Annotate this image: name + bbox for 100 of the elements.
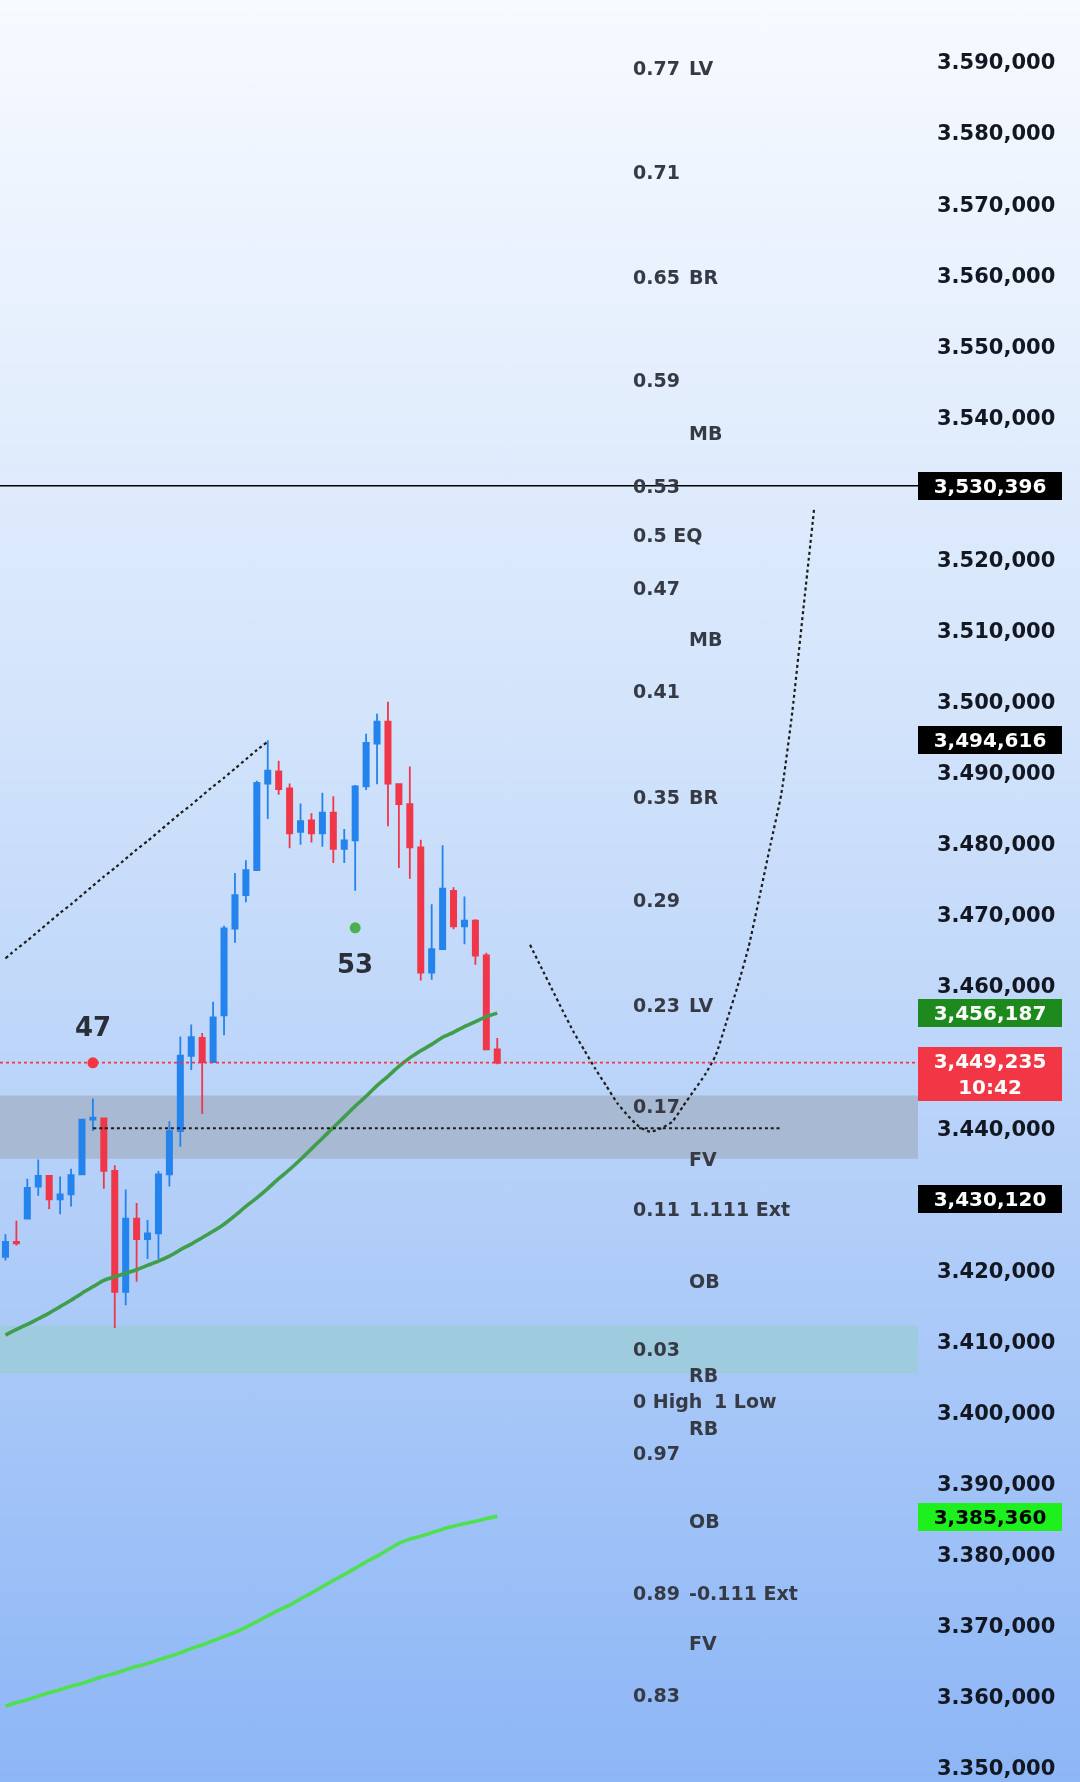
candlestick	[154, 1170, 162, 1260]
candlestick	[471, 918, 479, 966]
line-series	[3, 1514, 500, 1708]
y-tick-label: 3.460,000	[937, 974, 1056, 999]
candlestick	[187, 1023, 195, 1071]
annotation: MB	[689, 628, 723, 650]
annotation: 0.89	[633, 1582, 680, 1604]
candlestick	[351, 784, 359, 892]
y-tick-label: 3.370,000	[937, 1614, 1056, 1639]
y-tick-label: 3.480,000	[937, 832, 1056, 857]
y-tick-label: 3.390,000	[937, 1472, 1056, 1497]
annotation: RB	[689, 1417, 719, 1439]
annotation: 53	[337, 949, 374, 979]
y-tick-label: 3.350,000	[937, 1756, 1056, 1781]
y-tick-label: 3.410,000	[937, 1329, 1056, 1354]
candlestick	[384, 700, 392, 828]
y-tick-label: 3.380,000	[937, 1543, 1056, 1568]
annotation: 0.29	[633, 889, 680, 911]
candlestick	[1, 1233, 9, 1262]
y-tick-label: 3.590,000	[937, 50, 1056, 75]
candlestick	[176, 1035, 184, 1148]
annotation: RB	[689, 1364, 719, 1386]
candlestick	[111, 1164, 119, 1329]
annotation: MB	[689, 422, 723, 444]
candlestick	[482, 951, 490, 1051]
annotation: 0.03	[633, 1338, 680, 1360]
annotation: 0.5 EQ	[633, 524, 703, 546]
candlestick	[373, 712, 381, 786]
annotation: 0.65	[633, 266, 680, 288]
y-tick-label: 3.580,000	[937, 121, 1056, 146]
annotation: FV	[689, 1632, 717, 1654]
text: 3,430,120	[933, 1187, 1047, 1211]
annotation: 0.47	[633, 577, 680, 599]
candlestick	[78, 1118, 86, 1176]
annotation: 0.77	[633, 57, 680, 79]
candlestick	[439, 844, 447, 951]
candlestick	[297, 802, 305, 846]
y-tick-label: 3.520,000	[937, 547, 1056, 572]
annotation: BR	[689, 786, 719, 808]
annotation: 0.41	[633, 680, 680, 702]
candlestick	[428, 903, 436, 981]
candlestick	[144, 1219, 152, 1260]
annotation: 0.11	[633, 1198, 680, 1220]
candlestick	[133, 1201, 141, 1283]
candlestick	[417, 838, 425, 982]
candlestick	[362, 732, 370, 791]
annotation: LV	[689, 994, 714, 1016]
annotation: 0.17	[633, 1095, 680, 1117]
ref-line-label: 3,530,396	[933, 474, 1047, 498]
annotation: 0.83	[633, 1684, 680, 1706]
candlestick	[122, 1188, 130, 1307]
candlestick	[286, 782, 294, 850]
candlestick	[318, 791, 326, 848]
candlestick	[89, 1097, 97, 1132]
y-tick-label: 3.470,000	[937, 903, 1056, 928]
y-tick-label: 3.510,000	[937, 619, 1056, 644]
annotation: BR	[689, 266, 719, 288]
candlestick	[23, 1177, 31, 1220]
candlestick	[12, 1219, 20, 1247]
annotation: 0.97	[633, 1442, 680, 1464]
candlestick	[242, 859, 250, 904]
annotation: 1 Low	[714, 1390, 777, 1412]
candlestick	[253, 779, 261, 872]
y-tick-label: 3.490,000	[937, 761, 1056, 786]
candlestick	[264, 739, 272, 820]
line-series	[3, 1011, 500, 1337]
y-tick-label: 3.570,000	[937, 192, 1056, 217]
candlestick	[340, 828, 348, 865]
annotation: 1.111 Ext	[689, 1198, 791, 1220]
ref-line-label: 3,449,235 10:42	[933, 1049, 1047, 1099]
candlestick	[67, 1167, 75, 1208]
candlestick	[100, 1117, 108, 1190]
annotation: LV	[689, 57, 714, 79]
candlestick	[395, 783, 403, 869]
candlestick	[34, 1158, 42, 1197]
annotation: OB	[689, 1270, 720, 1292]
line-series	[4, 740, 269, 960]
annotation: 47	[75, 1012, 112, 1042]
annotation: FV	[689, 1148, 717, 1170]
candlestick	[307, 812, 315, 844]
y-tick-label: 3.550,000	[937, 334, 1056, 359]
candlestick	[165, 1120, 173, 1188]
text: 3,385,360	[933, 1505, 1047, 1529]
candlestick	[209, 1000, 217, 1064]
candlestick	[275, 759, 283, 796]
y-tick-label: 3.360,000	[937, 1685, 1056, 1710]
text: 3,456,187	[933, 1001, 1047, 1025]
candlestick	[329, 795, 337, 865]
annotation: OB	[689, 1510, 720, 1532]
annotation: 0.35	[633, 786, 680, 808]
y-tick-label: 3.500,000	[937, 690, 1056, 715]
y-tick-label: 3.400,000	[937, 1400, 1056, 1425]
candlestick	[460, 895, 468, 946]
annotation: 0 High	[633, 1390, 703, 1412]
text: 3,494,616	[933, 728, 1047, 752]
candlestick	[56, 1175, 64, 1216]
candlestick	[231, 872, 239, 944]
candlestick	[406, 765, 414, 880]
annotation: 0.59	[633, 369, 680, 391]
y-tick-label: 3.540,000	[937, 405, 1056, 430]
